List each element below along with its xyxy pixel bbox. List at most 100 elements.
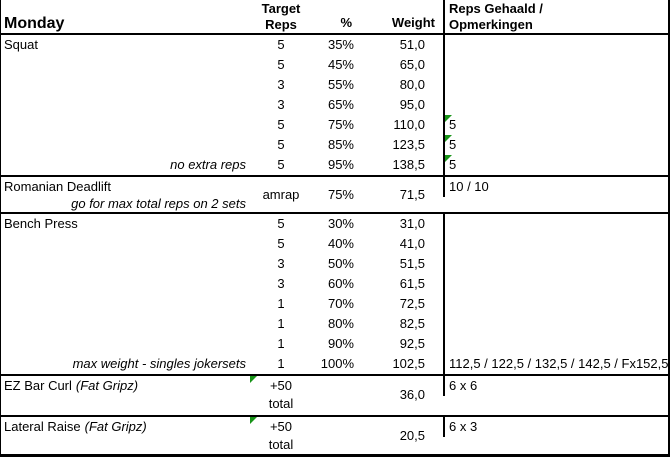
cell-percent[interactable]: 45% bbox=[327, 57, 354, 72]
cell-exercise-blank[interactable] bbox=[1, 115, 250, 135]
cell-percent[interactable]: 95% bbox=[327, 157, 354, 172]
cell-exercise-blank[interactable] bbox=[1, 294, 250, 314]
cell-weight[interactable]: 110,0 bbox=[393, 117, 425, 132]
cell-target-reps[interactable]: amrap bbox=[262, 186, 300, 202]
cell-weight[interactable]: 41,0 bbox=[399, 236, 425, 251]
cell-exercise-blank[interactable] bbox=[1, 234, 250, 254]
cell-target-reps[interactable]: 3 bbox=[277, 256, 285, 271]
cell-percent[interactable] bbox=[312, 417, 360, 454]
cell-target-reps[interactable]: 1 bbox=[277, 316, 285, 331]
cell-exercise-blank[interactable] bbox=[1, 334, 250, 354]
cell-result[interactable] bbox=[443, 274, 668, 294]
cell-target-reps[interactable]: 5 bbox=[277, 137, 285, 152]
cell-weight[interactable]: 102,5 bbox=[392, 356, 425, 371]
cell-percent[interactable]: 55% bbox=[327, 77, 354, 92]
column-header-target-reps: Target Reps bbox=[250, 0, 312, 33]
cell-percent[interactable]: 75% bbox=[327, 186, 354, 202]
exercise-name-suffix: (Fat Gripz) bbox=[75, 378, 139, 393]
cell-exercise-name[interactable]: Bench Press bbox=[4, 216, 78, 231]
cell-exercise-name[interactable]: Squat bbox=[4, 37, 38, 52]
cell-target-reps[interactable]: 3 bbox=[277, 77, 285, 92]
cell-weight[interactable]: 65,0 bbox=[399, 57, 425, 72]
cell-percent[interactable]: 80% bbox=[327, 316, 354, 331]
comment-marker-icon bbox=[445, 155, 452, 162]
cell-exercise-blank[interactable] bbox=[1, 274, 250, 294]
cell-percent[interactable]: 60% bbox=[327, 276, 354, 291]
cell-target-reps[interactable]: 5 bbox=[277, 216, 285, 231]
cell-weight[interactable]: 82,5 bbox=[399, 316, 425, 331]
cell-result[interactable] bbox=[443, 234, 668, 254]
cell-weight[interactable]: 80,0 bbox=[399, 77, 425, 92]
cell-note[interactable]: max weight - singles jokersets bbox=[1, 354, 250, 374]
cell-target-reps[interactable]: 3 bbox=[277, 97, 285, 112]
cell-target-reps[interactable]: 5 bbox=[277, 157, 285, 172]
comment-marker-icon bbox=[250, 376, 257, 383]
cell-weight[interactable]: 123,5 bbox=[392, 137, 425, 152]
cell-exercise-name[interactable]: Lateral Raise (Fat Gripz) bbox=[1, 417, 250, 454]
cell-exercise-blank[interactable] bbox=[1, 135, 250, 155]
cell-weight[interactable]: 51,0 bbox=[399, 37, 425, 52]
cell-result[interactable] bbox=[443, 95, 668, 115]
cell-percent[interactable] bbox=[312, 376, 360, 413]
cell-result[interactable] bbox=[443, 254, 668, 274]
cell-target-reps[interactable]: 1 bbox=[277, 336, 285, 351]
cell-exercise-blank[interactable] bbox=[1, 95, 250, 115]
cell-exercise-name[interactable]: Romanian Deadlift go for max total reps … bbox=[1, 177, 250, 212]
cell-result[interactable]: 5 bbox=[443, 115, 668, 135]
cell-weight[interactable]: 95,0 bbox=[399, 97, 425, 112]
cell-percent[interactable]: 100% bbox=[320, 356, 354, 371]
cell-exercise-blank[interactable] bbox=[1, 314, 250, 334]
section-ez-bar-curl: EZ Bar Curl (Fat Gripz) +50 total 36,0 6 … bbox=[1, 376, 668, 417]
cell-target-reps[interactable]: 1 bbox=[277, 356, 285, 371]
cell-target-reps[interactable]: +50 total bbox=[250, 376, 312, 413]
cell-exercise-blank[interactable] bbox=[1, 254, 250, 274]
cell-weight[interactable]: 31,0 bbox=[399, 216, 425, 231]
cell-weight[interactable]: 51,5 bbox=[399, 256, 425, 271]
cell-percent[interactable]: 90% bbox=[327, 336, 354, 351]
cell-weight[interactable]: 71,5 bbox=[399, 186, 425, 202]
cell-result[interactable] bbox=[443, 35, 668, 55]
column-header-result: Reps Gehaald / Opmerkingen bbox=[443, 0, 668, 33]
cell-percent[interactable]: 30% bbox=[327, 216, 354, 231]
cell-percent[interactable]: 50% bbox=[327, 256, 354, 271]
cell-exercise-blank[interactable] bbox=[1, 75, 250, 95]
cell-weight[interactable]: 61,5 bbox=[399, 276, 425, 291]
cell-result[interactable] bbox=[443, 334, 668, 354]
column-header-result-line1: Reps Gehaald / bbox=[449, 1, 543, 16]
cell-result[interactable] bbox=[443, 55, 668, 75]
cell-weight[interactable]: 138,5 bbox=[392, 157, 425, 172]
cell-target-reps[interactable]: 5 bbox=[277, 117, 285, 132]
cell-exercise-name[interactable]: EZ Bar Curl (Fat Gripz) bbox=[1, 376, 250, 413]
cell-target-reps[interactable]: 5 bbox=[277, 37, 285, 52]
comment-marker-icon bbox=[445, 135, 452, 142]
cell-percent[interactable]: 40% bbox=[327, 236, 354, 251]
cell-result[interactable]: 112,5 / 122,5 / 132,5 / 142,5 / Fx152,5 bbox=[443, 354, 668, 374]
cell-result[interactable]: 10 / 10 bbox=[443, 177, 668, 197]
cell-weight[interactable]: 92,5 bbox=[399, 336, 425, 351]
cell-target-reps[interactable]: 5 bbox=[277, 57, 285, 72]
cell-weight[interactable]: 36,0 bbox=[399, 386, 425, 402]
cell-result[interactable]: 5 bbox=[443, 135, 668, 155]
cell-result[interactable] bbox=[443, 75, 668, 95]
cell-result[interactable]: 6 x 6 bbox=[443, 376, 668, 396]
table-row: 5 40% 41,0 bbox=[1, 234, 668, 254]
cell-result[interactable] bbox=[443, 314, 668, 334]
cell-target-reps[interactable]: 1 bbox=[277, 296, 285, 311]
cell-percent[interactable]: 75% bbox=[327, 117, 354, 132]
cell-note[interactable]: no extra reps bbox=[1, 155, 250, 175]
cell-result[interactable] bbox=[443, 214, 668, 234]
cell-weight[interactable]: 20,5 bbox=[399, 427, 425, 443]
cell-weight[interactable]: 72,5 bbox=[399, 296, 425, 311]
cell-target-reps[interactable]: 3 bbox=[277, 276, 285, 291]
table-row: Lateral Raise (Fat Gripz) +50 total 20,5 … bbox=[1, 417, 668, 452]
cell-percent[interactable]: 35% bbox=[327, 37, 354, 52]
cell-exercise-blank[interactable] bbox=[1, 55, 250, 75]
cell-result[interactable]: 5 bbox=[443, 155, 668, 175]
cell-percent[interactable]: 70% bbox=[327, 296, 354, 311]
cell-result[interactable]: 6 x 3 bbox=[443, 417, 668, 437]
cell-target-reps[interactable]: 5 bbox=[277, 236, 285, 251]
cell-result[interactable] bbox=[443, 294, 668, 314]
cell-percent[interactable]: 85% bbox=[327, 137, 354, 152]
cell-percent[interactable]: 65% bbox=[327, 97, 354, 112]
cell-target-reps[interactable]: +50 total bbox=[250, 417, 312, 454]
